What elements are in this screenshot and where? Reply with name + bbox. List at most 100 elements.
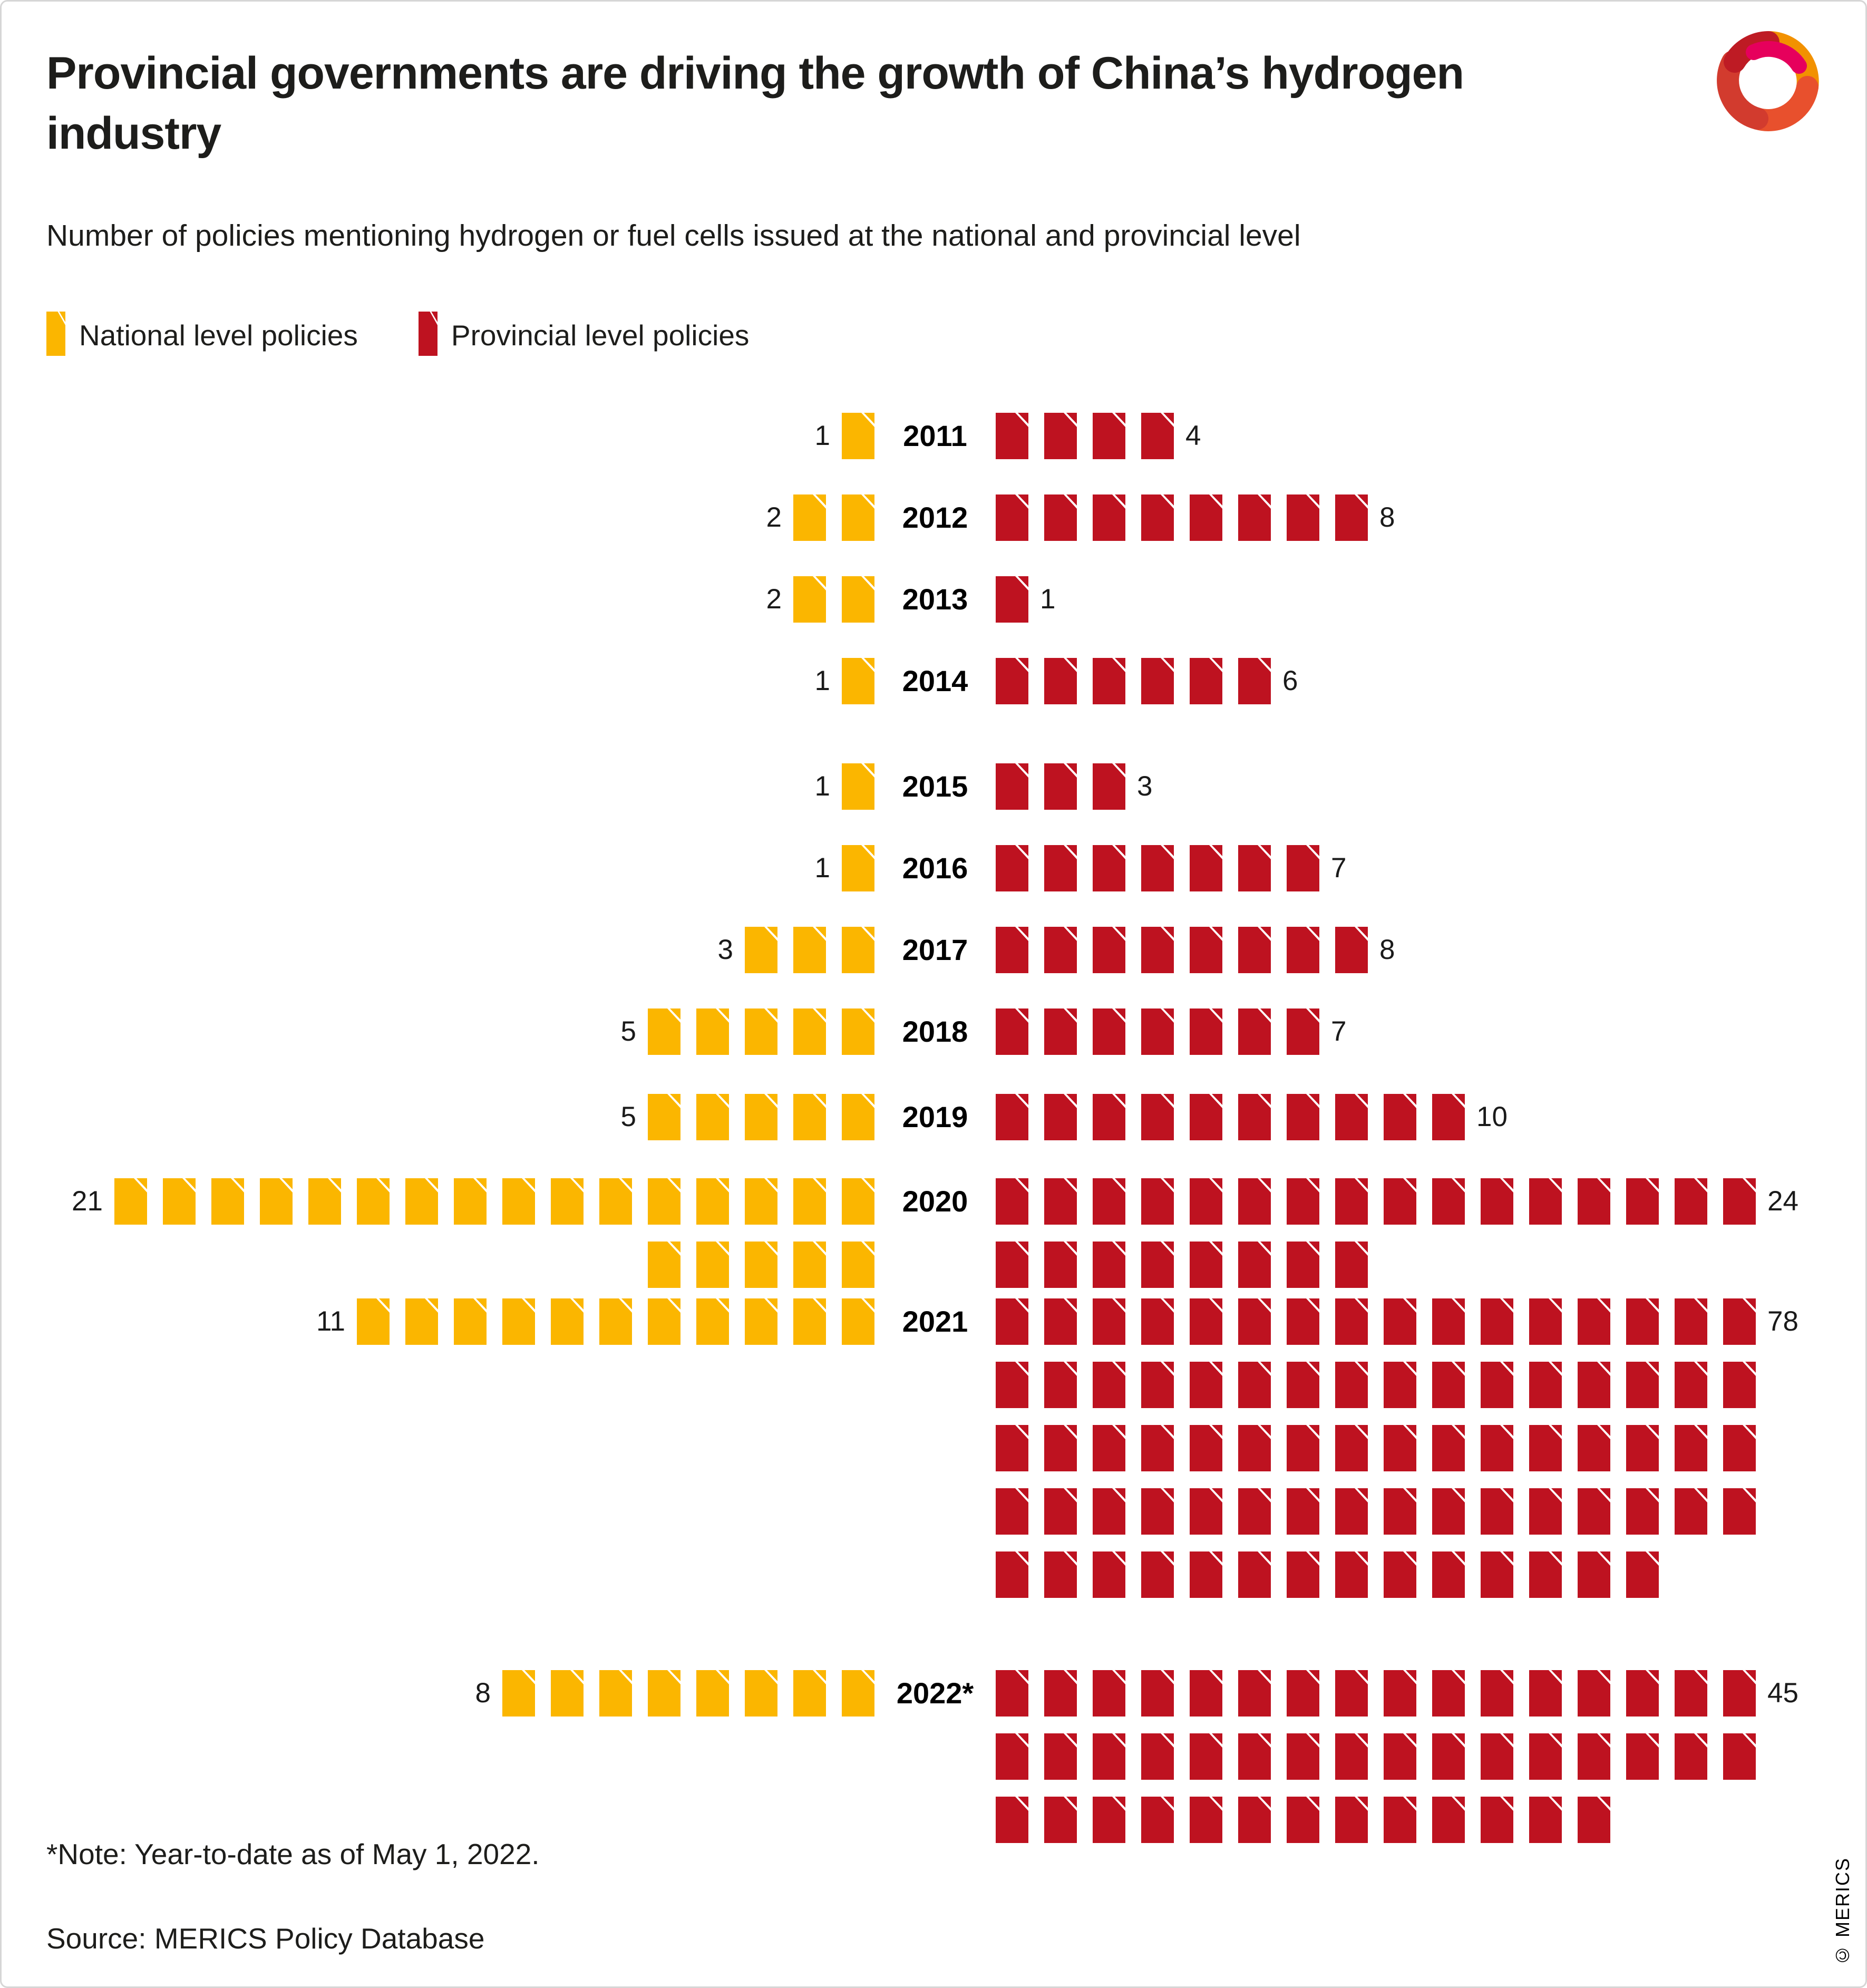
provincial-policy-doc-icon bbox=[1432, 1298, 1465, 1345]
provincial-policy-doc-icon bbox=[1626, 1733, 1659, 1780]
provincial-policy-doc-icon bbox=[996, 1094, 1028, 1140]
provincial-policy-doc-icon bbox=[1335, 1733, 1368, 1780]
provincial-policy-doc-icon bbox=[1675, 1733, 1707, 1780]
national-policy-doc-icon bbox=[842, 1008, 874, 1055]
provincial-policy-doc-icon bbox=[1626, 1178, 1659, 1225]
provincial-policy-doc-icon bbox=[996, 1242, 1028, 1288]
national-policy-doc-icon bbox=[599, 1670, 632, 1717]
provincial-policy-doc-icon bbox=[1093, 1008, 1125, 1055]
provincial-policy-doc-icon bbox=[1481, 1425, 1513, 1471]
provincial-policy-doc-icon bbox=[1190, 1797, 1222, 1843]
provincial-policy-doc-icon bbox=[1190, 1298, 1222, 1345]
national-policy-doc-icon bbox=[648, 1298, 680, 1345]
provincial-policy-doc-icon bbox=[1675, 1178, 1707, 1225]
provincial-policy-doc-icon bbox=[1141, 1094, 1174, 1140]
provincial-policy-doc-icon bbox=[1432, 1670, 1465, 1717]
national-policy-doc-icon bbox=[502, 1670, 535, 1717]
provincial-policy-doc-icon bbox=[1723, 1298, 1756, 1345]
provincial-policy-doc-icon bbox=[1481, 1178, 1513, 1225]
provincial-policy-doc-icon bbox=[1335, 1670, 1368, 1717]
provincial-policy-doc-icon bbox=[996, 1298, 1028, 1345]
national-policy-doc-icon bbox=[793, 1178, 826, 1225]
provincial-policy-doc-icon bbox=[1626, 1362, 1659, 1408]
provincial-icon-row-2022* bbox=[996, 1733, 1756, 1780]
provincial-count: 1 bbox=[1040, 584, 1056, 615]
national-count: 11 bbox=[316, 1306, 345, 1337]
national-policy-doc-icon bbox=[599, 1178, 632, 1225]
national-policy-doc-icon bbox=[648, 1670, 680, 1717]
copyright-vertical: © MERICS bbox=[1832, 1857, 1853, 1966]
national-icon-row-2021 bbox=[357, 1298, 874, 1345]
national-icon-row-2018 bbox=[648, 1008, 874, 1055]
year-label: 2012 bbox=[902, 501, 968, 534]
provincial-policy-doc-icon bbox=[1044, 1094, 1077, 1140]
provincial-policy-doc-icon bbox=[1432, 1797, 1465, 1843]
year-label: 2017 bbox=[902, 933, 968, 966]
national-policy-doc-icon bbox=[648, 1178, 680, 1225]
provincial-policy-doc-icon bbox=[1190, 1008, 1222, 1055]
provincial-policy-doc-icon bbox=[1141, 413, 1174, 459]
provincial-count: 8 bbox=[1379, 502, 1395, 533]
provincial-policy-doc-icon bbox=[1723, 1488, 1756, 1535]
national-count: 1 bbox=[814, 852, 830, 884]
provincial-policy-doc-icon bbox=[1287, 1298, 1319, 1345]
provincial-policy-doc-icon bbox=[1578, 1670, 1610, 1717]
national-policy-doc-icon bbox=[648, 1242, 680, 1288]
provincial-policy-doc-icon bbox=[1335, 1488, 1368, 1535]
national-policy-doc-icon bbox=[696, 1298, 729, 1345]
provincial-policy-doc-icon bbox=[1141, 1298, 1174, 1345]
national-icon-row-2012 bbox=[793, 494, 874, 541]
provincial-policy-doc-icon bbox=[1529, 1178, 1562, 1225]
provincial-policy-doc-icon bbox=[1578, 1298, 1610, 1345]
provincial-policy-doc-icon bbox=[996, 658, 1028, 704]
provincial-policy-doc-icon bbox=[1093, 1178, 1125, 1225]
provincial-policy-doc-icon bbox=[1238, 1178, 1271, 1225]
provincial-icon-row-2021 bbox=[996, 1425, 1756, 1471]
legend-item-provincial: Provincial level policies bbox=[418, 312, 749, 358]
provincial-icon-row-2019 bbox=[996, 1094, 1465, 1140]
national-policy-doc-icon bbox=[405, 1298, 438, 1345]
provincial-policy-doc-icon bbox=[1384, 1178, 1416, 1225]
provincial-policy-doc-icon bbox=[996, 927, 1028, 973]
provincial-policy-doc-icon bbox=[1190, 1551, 1222, 1598]
provincial-policy-doc-icon bbox=[1190, 1242, 1222, 1288]
year-label: 2021 bbox=[902, 1305, 968, 1338]
provincial-policy-doc-icon bbox=[1044, 1362, 1077, 1408]
provincial-policy-doc-icon bbox=[1044, 1797, 1077, 1843]
provincial-policy-doc-icon bbox=[1141, 1733, 1174, 1780]
provincial-policy-doc-icon bbox=[1093, 413, 1125, 459]
provincial-icon-row-2021 bbox=[996, 1298, 1756, 1345]
national-policy-doc-icon bbox=[696, 1178, 729, 1225]
national-policy-doc-icon bbox=[842, 1178, 874, 1225]
provincial-icon-row-2016 bbox=[996, 845, 1319, 891]
provincial-policy-doc-icon bbox=[1044, 1670, 1077, 1717]
provincial-icon-row-2021 bbox=[996, 1551, 1659, 1598]
provincial-policy-doc-icon bbox=[1044, 1733, 1077, 1780]
provincial-policy-doc-icon bbox=[1287, 494, 1319, 541]
provincial-policy-doc-icon bbox=[1626, 1670, 1659, 1717]
provincial-policy-doc-icon bbox=[1481, 1488, 1513, 1535]
national-doc-icon bbox=[46, 312, 65, 358]
provincial-count: 8 bbox=[1379, 934, 1395, 965]
national-policy-doc-icon bbox=[793, 576, 826, 623]
provincial-policy-doc-icon bbox=[1287, 1670, 1319, 1717]
provincial-policy-doc-icon bbox=[1141, 1242, 1174, 1288]
provincial-policy-doc-icon bbox=[1335, 927, 1368, 973]
provincial-policy-doc-icon bbox=[1287, 1008, 1319, 1055]
provincial-policy-doc-icon bbox=[1044, 1425, 1077, 1471]
provincial-policy-doc-icon bbox=[1287, 845, 1319, 891]
provincial-policy-doc-icon bbox=[1384, 1488, 1416, 1535]
provincial-policy-doc-icon bbox=[1141, 1178, 1174, 1225]
provincial-policy-doc-icon bbox=[1578, 1733, 1610, 1780]
national-policy-doc-icon bbox=[745, 1670, 777, 1717]
national-count: 1 bbox=[814, 665, 830, 696]
national-policy-doc-icon bbox=[842, 576, 874, 623]
provincial-policy-doc-icon bbox=[1093, 1298, 1125, 1345]
provincial-policy-doc-icon bbox=[1238, 1362, 1271, 1408]
national-policy-doc-icon bbox=[842, 658, 874, 704]
provincial-policy-doc-icon bbox=[996, 1551, 1028, 1598]
provincial-policy-doc-icon bbox=[1093, 1551, 1125, 1598]
provincial-icon-row-2012 bbox=[996, 494, 1368, 541]
